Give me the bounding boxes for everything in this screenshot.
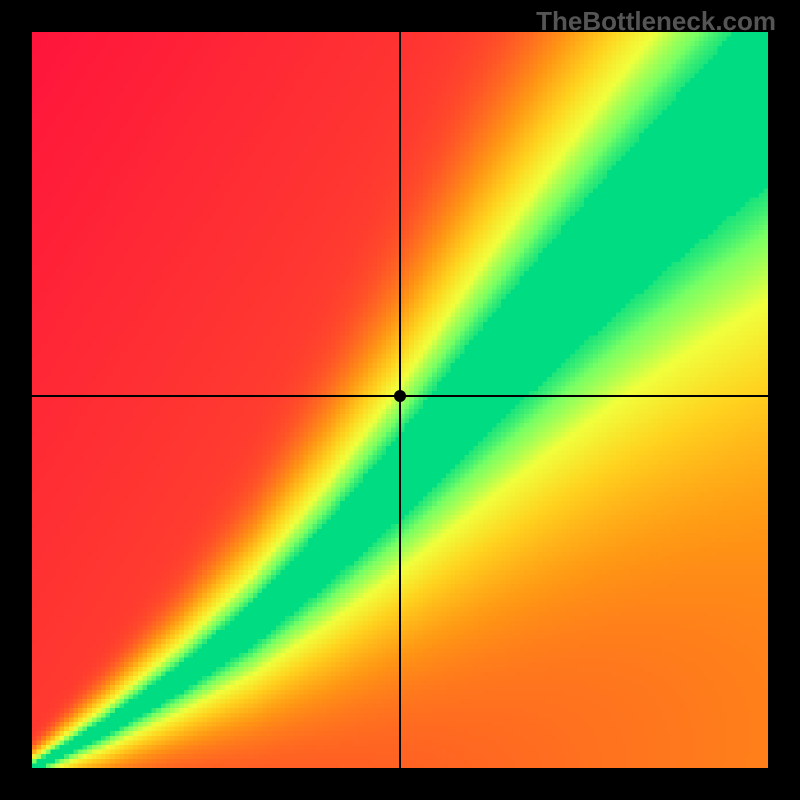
frame-bottom (0, 768, 800, 800)
watermark-text: TheBottleneck.com (536, 6, 776, 37)
frame-left (0, 0, 32, 800)
frame-right (768, 0, 800, 800)
